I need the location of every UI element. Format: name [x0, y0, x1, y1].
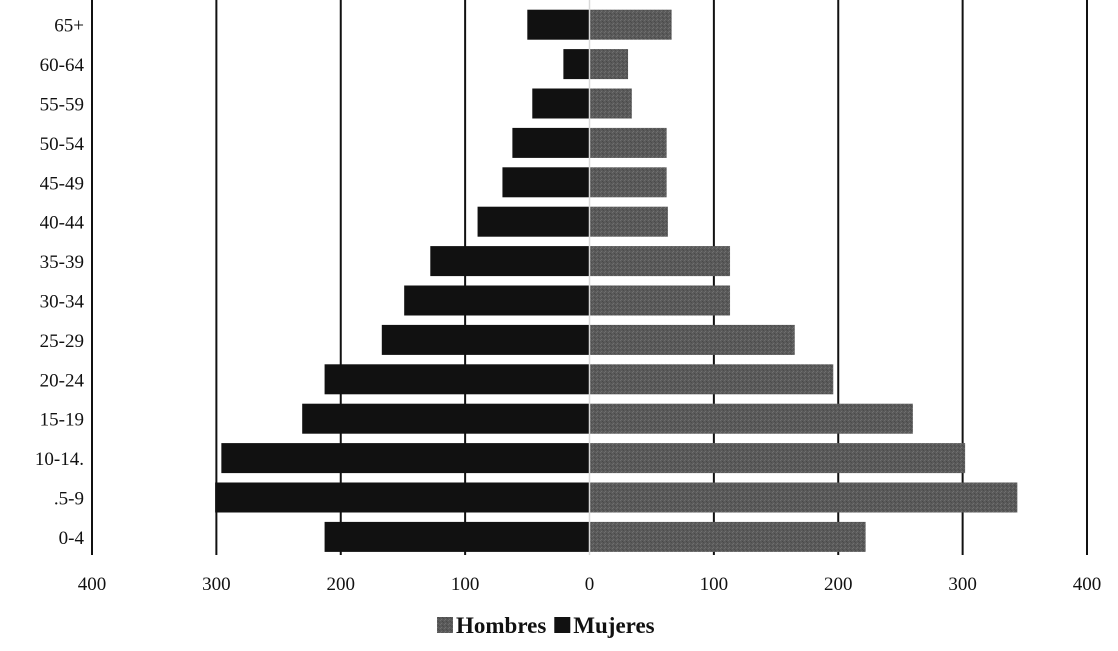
- x-tick-label: 200: [327, 574, 356, 595]
- x-tick-label: 400: [78, 574, 107, 595]
- bar-series: [215, 9, 1018, 552]
- category-label: 0-4: [59, 528, 85, 549]
- bar-mujeres-04: [324, 521, 590, 552]
- bar-mujeres-2024: [324, 364, 590, 395]
- bar-mujeres-59: [215, 482, 590, 513]
- bar-mujeres-6064: [563, 49, 590, 80]
- category-label: 40-44: [40, 213, 85, 234]
- legend-swatch-mujeres: [554, 617, 571, 633]
- bar-hombres-5054: [589, 127, 667, 158]
- category-label: 20-24: [40, 370, 85, 391]
- category-labels: 0-4 .5-9 10-14. 15-19 20-24 25-29 30-34 35-39 40…: [35, 16, 85, 549]
- bar-mujeres-4044: [477, 206, 590, 237]
- legend-label-mujeres: Mujeres: [573, 613, 654, 638]
- category-label: 55-59: [40, 95, 84, 116]
- vertical-gridlines: [91, 0, 1088, 555]
- category-label: 10-14.: [35, 449, 84, 470]
- x-tick-label: 300: [202, 574, 231, 595]
- category-label: .5-9: [54, 489, 84, 510]
- legend-label-hombres: Hombres: [456, 613, 546, 638]
- bar-hombres-2024: [589, 364, 834, 395]
- bar-hombres-4044: [589, 206, 668, 237]
- bar-hombres-1519: [589, 403, 913, 434]
- bar-mujeres-5054: [512, 127, 590, 158]
- x-tick-label: 100: [700, 574, 729, 595]
- x-tick-label: 300: [948, 574, 977, 595]
- x-tick-label: 400: [1073, 574, 1102, 595]
- x-tick-label: 0: [585, 574, 595, 595]
- bar-hombres-59: [589, 482, 1018, 513]
- bar-hombres-2529: [589, 324, 795, 355]
- category-label: 30-34: [40, 292, 85, 313]
- bar-mujeres-1014: [221, 443, 590, 474]
- x-tick-label: 100: [451, 574, 480, 595]
- bar-hombres-65+: [589, 9, 672, 40]
- bar-hombres-3034: [589, 285, 731, 316]
- bar-mujeres-65+: [527, 9, 590, 40]
- bar-hombres-3539: [589, 246, 731, 277]
- category-label: 45-49: [40, 173, 84, 194]
- bar-mujeres-2529: [381, 324, 590, 355]
- legend: Hombres Mujeres: [437, 613, 655, 638]
- bar-hombres-6064: [589, 49, 629, 80]
- bar-hombres-1014: [589, 443, 966, 474]
- category-label: 65+: [54, 16, 84, 37]
- bar-mujeres-5559: [532, 88, 590, 119]
- bar-hombres-5559: [589, 88, 632, 119]
- bar-mujeres-1519: [302, 403, 590, 434]
- x-tick-labels: 400 300 200 100 0 100 200 300 400: [78, 574, 1102, 595]
- x-tick-label: 200: [824, 574, 853, 595]
- category-label: 25-29: [40, 331, 84, 352]
- bar-mujeres-3034: [404, 285, 590, 316]
- bar-hombres-4549: [589, 167, 667, 198]
- bar-mujeres-3539: [430, 246, 590, 277]
- category-label: 60-64: [40, 55, 85, 76]
- legend-swatch-hombres: [437, 617, 453, 633]
- category-label: 35-39: [40, 252, 84, 273]
- category-label: 15-19: [40, 410, 84, 431]
- bar-mujeres-4549: [502, 167, 590, 198]
- category-label: 50-54: [40, 134, 85, 155]
- bar-hombres-04: [589, 521, 866, 552]
